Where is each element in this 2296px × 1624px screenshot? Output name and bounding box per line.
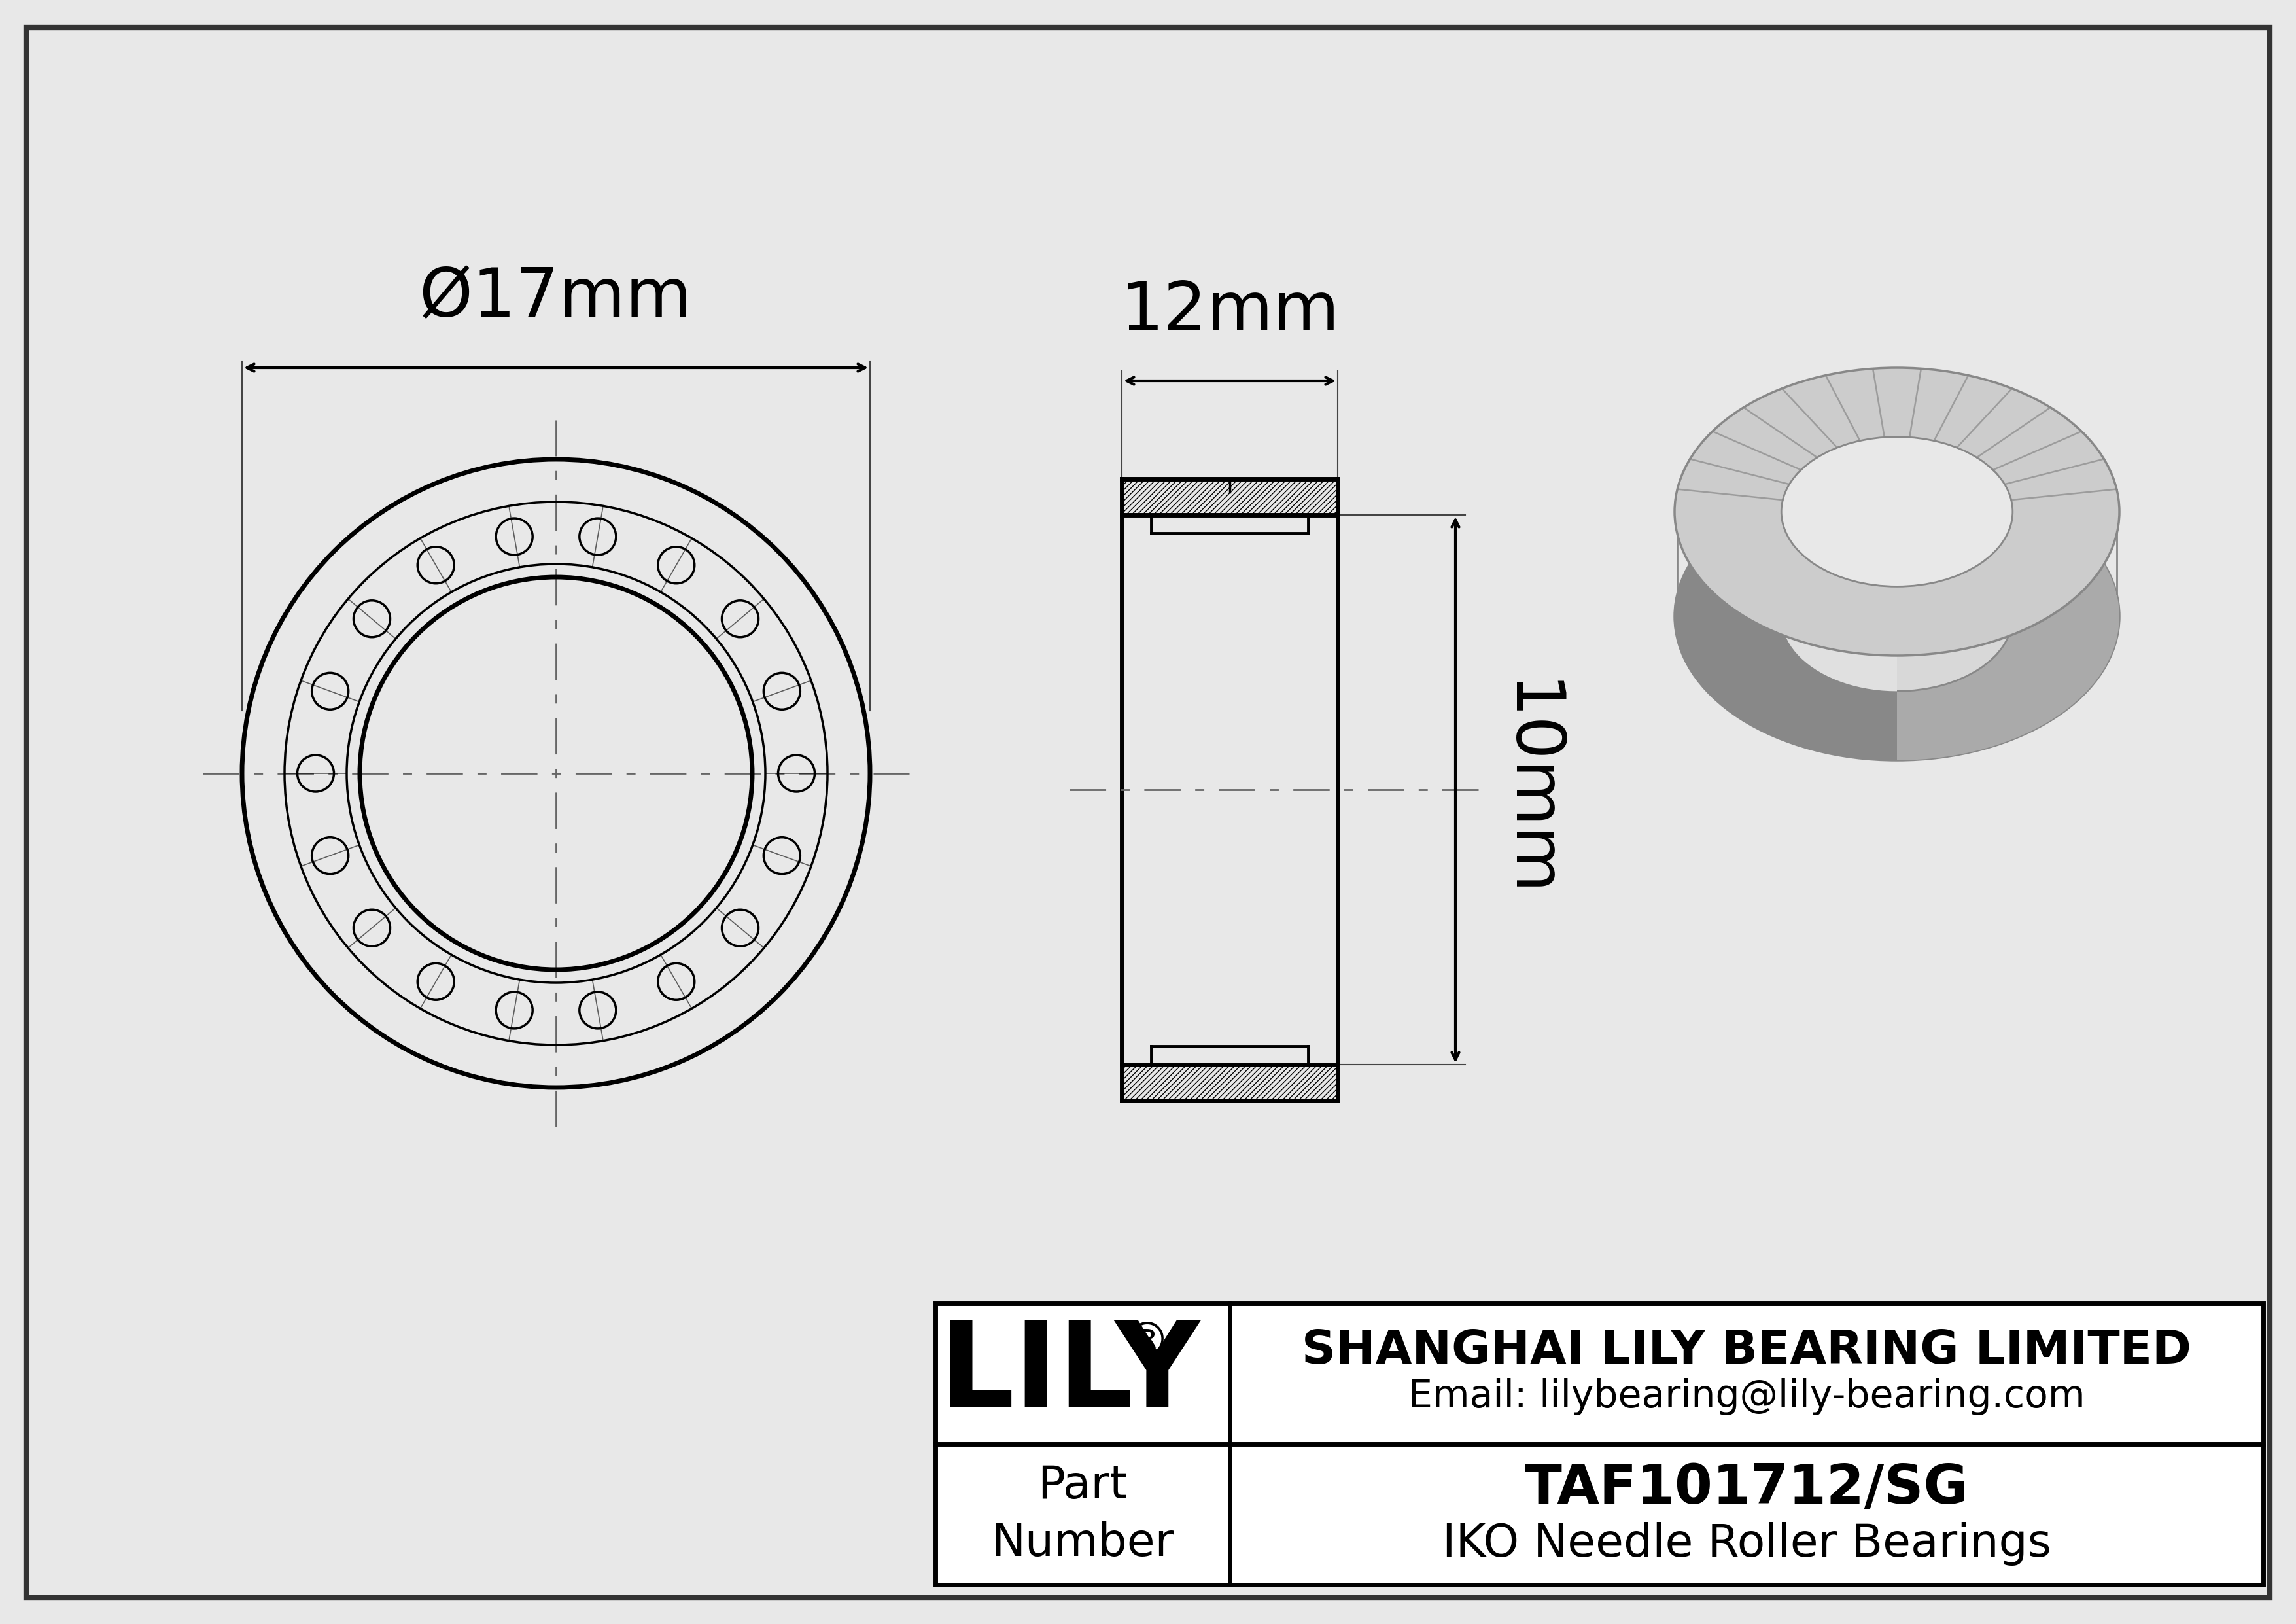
- Ellipse shape: [1674, 473, 2119, 760]
- Bar: [934, 1304, 2264, 1585]
- Polygon shape: [1896, 367, 2119, 760]
- Text: SHANGHAI LILY BEARING LIMITED: SHANGHAI LILY BEARING LIMITED: [1302, 1328, 2190, 1374]
- Text: LILY: LILY: [939, 1315, 1201, 1431]
- Ellipse shape: [1782, 437, 2014, 586]
- Text: IKO Needle Roller Bearings: IKO Needle Roller Bearings: [1442, 1522, 2050, 1566]
- Text: TAF101712/SG: TAF101712/SG: [1525, 1462, 1968, 1515]
- Text: Ø17mm: Ø17mm: [420, 266, 693, 331]
- Text: 12mm: 12mm: [1120, 279, 1339, 344]
- Ellipse shape: [1674, 367, 2119, 656]
- Polygon shape: [1674, 367, 1896, 760]
- Text: ®: ®: [1125, 1320, 1169, 1364]
- Polygon shape: [1782, 437, 1896, 692]
- Bar: [1123, 1065, 1339, 1101]
- Bar: [1123, 479, 1339, 515]
- Text: Email: lilybearing@lily-bearing.com: Email: lilybearing@lily-bearing.com: [1407, 1379, 2085, 1415]
- Text: 10mm: 10mm: [1495, 680, 1561, 900]
- Ellipse shape: [1782, 541, 2014, 692]
- Text: Part
Number: Part Number: [992, 1463, 1173, 1566]
